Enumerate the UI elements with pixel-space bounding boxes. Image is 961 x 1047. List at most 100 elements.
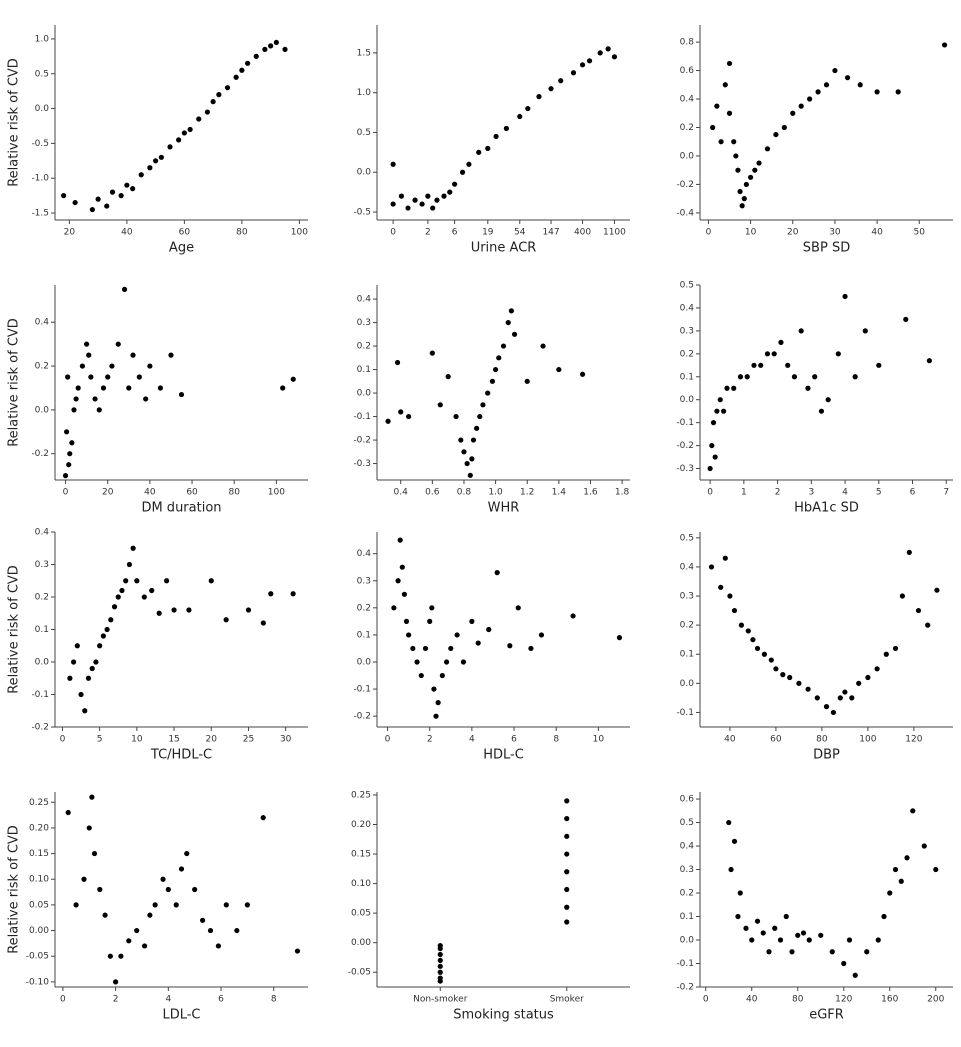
point	[245, 607, 252, 613]
point	[233, 74, 239, 80]
y-tick-label: -1.5	[31, 209, 49, 219]
x-tick-label: 10	[593, 735, 605, 745]
x-tick-label: 1	[741, 488, 747, 498]
point	[492, 366, 499, 373]
point	[743, 181, 749, 188]
x-tick-label: 40	[121, 228, 133, 238]
point	[823, 82, 830, 88]
point	[244, 902, 250, 908]
point	[761, 651, 768, 657]
point	[892, 645, 899, 652]
x-tick-label: 40	[724, 735, 736, 745]
point	[899, 593, 906, 599]
point	[199, 917, 206, 923]
point	[731, 838, 738, 844]
point	[385, 418, 391, 424]
point	[65, 809, 71, 816]
y-tick-label: -1.0	[31, 174, 49, 184]
x-axis-label: DBP	[813, 748, 840, 763]
x-tick-label: 0.8	[457, 488, 472, 498]
point	[469, 456, 475, 462]
point	[507, 643, 513, 649]
point	[239, 67, 245, 73]
point	[184, 850, 190, 857]
point	[749, 937, 755, 943]
point	[727, 593, 733, 599]
point	[726, 60, 733, 67]
point	[210, 99, 216, 105]
point	[425, 193, 431, 199]
point	[160, 876, 166, 882]
x-tick-label: 30	[829, 228, 841, 238]
point	[216, 92, 222, 98]
x-tick-label: 40	[871, 228, 883, 238]
point	[262, 46, 268, 52]
x-tick-label: 0	[60, 995, 66, 1005]
x-tick-label: 1.2	[520, 488, 534, 498]
point	[67, 675, 73, 681]
y-tick-label: 0.2	[35, 362, 49, 372]
y-tick-label: 0.0	[680, 679, 695, 689]
y-tick-label: -0.4	[676, 208, 694, 218]
y-tick-label: -0.1	[353, 685, 371, 695]
point	[933, 866, 939, 873]
y-tick-label: 0.00	[351, 938, 371, 948]
point	[430, 205, 436, 211]
y-tick-label: -0.1	[353, 412, 371, 422]
point	[85, 675, 92, 681]
point	[710, 124, 716, 131]
point	[564, 869, 570, 875]
x-tick-label: 4	[842, 488, 848, 498]
point	[157, 385, 164, 391]
point	[778, 339, 784, 345]
point	[835, 351, 841, 357]
point	[187, 126, 193, 133]
x-tick-label: 2	[775, 488, 781, 498]
point	[795, 932, 801, 938]
point	[437, 963, 443, 969]
point	[737, 188, 743, 195]
point	[556, 366, 562, 373]
x-tick-label: 60	[186, 488, 198, 498]
y-tick-label: 0.3	[680, 592, 694, 602]
point	[849, 695, 855, 701]
x-tick-label: 6	[910, 488, 916, 498]
point	[422, 645, 429, 652]
point	[707, 465, 713, 472]
x-axis-label: HbA1c SD	[794, 501, 859, 516]
y-tick-label: 0.25	[351, 790, 371, 800]
y-tick-label: -0.3	[676, 464, 694, 474]
y-tick-label: 0.3	[680, 326, 694, 336]
point	[130, 186, 136, 192]
point	[196, 116, 202, 122]
point	[825, 397, 831, 403]
point	[391, 605, 397, 611]
point	[186, 607, 192, 613]
point	[107, 953, 113, 959]
x-tick-label: 2	[427, 735, 433, 745]
x-tick-label: 15	[168, 735, 179, 745]
point	[115, 341, 121, 347]
point	[718, 584, 724, 590]
point	[403, 618, 410, 624]
y-tick-label: 0.0	[35, 658, 50, 668]
point	[395, 578, 401, 584]
x-tick-label: 0	[707, 488, 713, 498]
point	[71, 407, 77, 413]
point	[97, 886, 103, 893]
point	[892, 866, 899, 873]
y-tick-label: 0.3	[680, 865, 694, 875]
y-tick-label: 0.4	[680, 303, 695, 313]
point	[733, 153, 739, 159]
x-tick-label: 100	[859, 735, 876, 745]
point	[89, 794, 95, 800]
x-tick-label: 400	[574, 228, 591, 238]
point	[126, 385, 132, 391]
y-tick-label: 0.4	[680, 562, 695, 572]
point	[724, 385, 730, 391]
point	[121, 286, 128, 292]
x-tick-label: 1.4	[552, 488, 567, 498]
point	[564, 904, 570, 910]
x-tick-label: 80	[816, 735, 828, 745]
y-tick-label: 0.0	[35, 104, 50, 114]
